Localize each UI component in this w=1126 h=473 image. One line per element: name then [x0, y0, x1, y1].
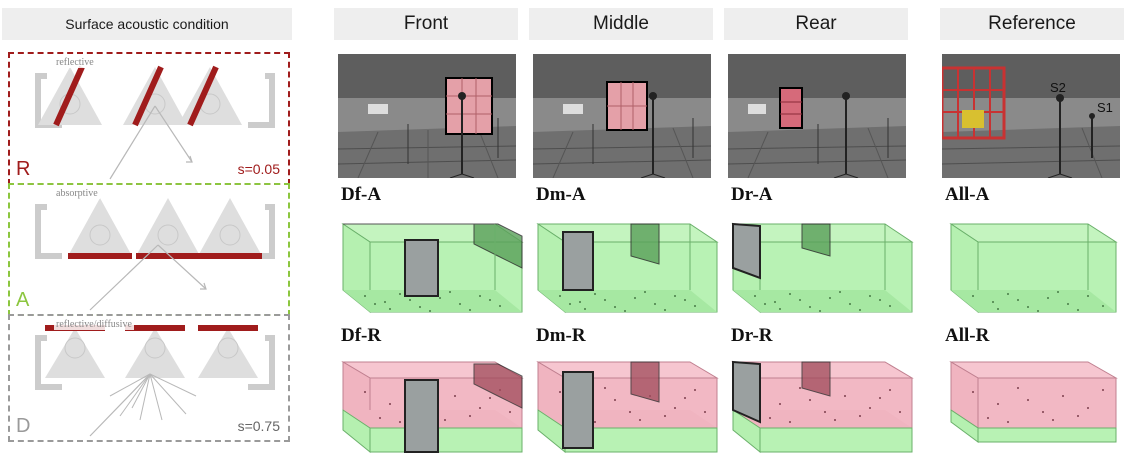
column-header-rear: Rear [724, 8, 908, 40]
absorptive-small-label: absorptive [54, 188, 100, 199]
column-header-front: Front [334, 8, 518, 40]
room-all-r [949, 361, 1118, 443]
absorptive-diagram [35, 198, 275, 311]
room-all-a [949, 223, 1118, 314]
room-df-a [341, 223, 524, 314]
config-label-all-a: All-A [945, 184, 990, 205]
room-dm-a [536, 223, 719, 314]
room-dr-r [731, 360, 914, 454]
condition-diffusive-panel: reflective/diffusive D s=0.75 [8, 314, 290, 442]
source-label-s1: S1 [1097, 100, 1113, 115]
reflective-small-label: reflective [54, 57, 96, 68]
room-dr-a [731, 222, 914, 314]
diffusive-small-label: reflective/diffusive [54, 319, 134, 330]
config-label-df-r: Df-R [341, 325, 382, 346]
photo-middle [533, 54, 711, 178]
source-label-s2: S2 [1050, 80, 1066, 95]
config-label-dr-a: Dr-A [731, 184, 773, 205]
scattering-value-d: s=0.75 [237, 418, 280, 434]
column-header-reference: Reference [940, 8, 1124, 40]
condition-letter-r: R [16, 158, 31, 180]
condition-letter-d: D [16, 415, 31, 437]
column-header-middle: Middle [529, 8, 713, 40]
config-label-dm-r: Dm-R [536, 325, 586, 346]
room-df-r [341, 361, 524, 454]
photo-rear [728, 54, 906, 178]
config-label-all-r: All-R [945, 325, 990, 346]
config-label-df-a: Df-A [341, 184, 382, 205]
diffusive-diagram [35, 325, 275, 437]
condition-absorptive-panel: absorptive A [8, 183, 290, 316]
photo-front [338, 54, 516, 178]
reflective-diagram [35, 65, 275, 180]
config-label-dm-a: Dm-A [536, 184, 586, 205]
surface-condition-header: Surface acoustic condition [2, 8, 292, 40]
condition-letter-a: A [16, 289, 30, 311]
photo-reference: S2 S1 [942, 54, 1120, 178]
room-dm-r [536, 361, 719, 454]
condition-reflective-panel: reflective R s=0.05 [8, 52, 290, 185]
config-label-dr-r: Dr-R [731, 325, 773, 346]
scattering-value-r: s=0.05 [237, 161, 280, 177]
